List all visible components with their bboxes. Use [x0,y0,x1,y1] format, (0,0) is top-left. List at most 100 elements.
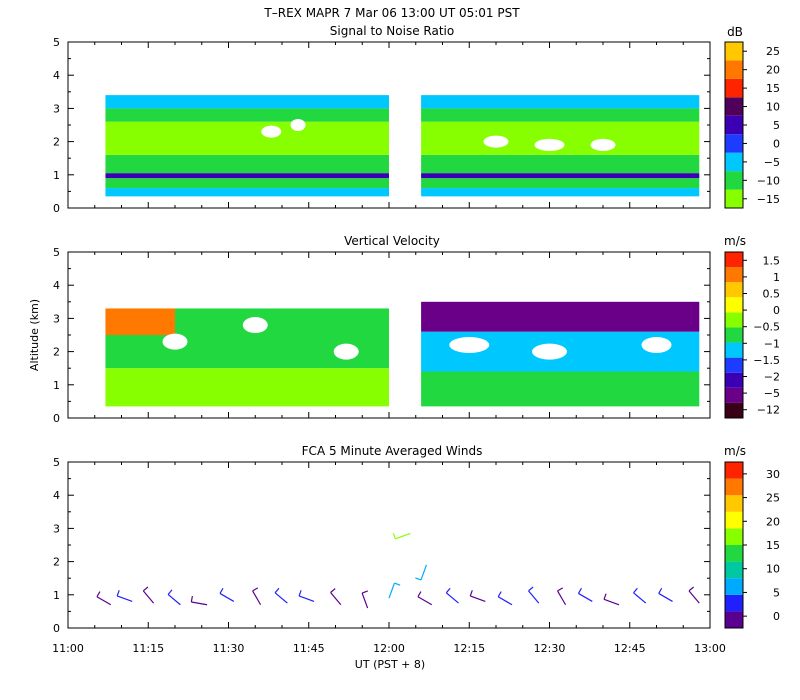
colorbar-swatch [725,342,743,358]
snr-void [534,138,565,151]
wind-barb-staff [116,595,133,603]
colorbar-swatch [725,152,743,172]
wind-barb-flag [445,587,451,594]
wind-barb-flag [415,577,422,581]
vv-x-axis [67,252,711,418]
wind-barb [330,588,342,606]
colorbar-label: 25 [766,492,780,505]
snr-layer [105,178,389,189]
y-tick-label: 3 [53,312,60,325]
y-tick-label: 5 [53,36,60,49]
wind-barb [190,595,208,606]
colorbar-label: −0.5 [753,321,780,334]
vertical-velocity-panel: Vertical Velocity 0 1 2 3 4 5 1.5 1 0.5 0 −0.5 −1 −… [28,234,780,425]
x-tick-label: 11:45 [293,642,325,655]
vv-colorbar-unit: m/s [724,234,746,248]
x-tick-label: 13:00 [694,642,726,655]
x-tick-label: 12:15 [453,642,485,655]
wind-barb-staff [395,532,411,540]
winds-x-axis: 11:00 11:15 11:30 11:45 12:00 12:15 12:30 12:45… [52,462,726,655]
wind-barb [557,587,567,606]
wind-barb [252,587,262,606]
colorbar-label: 5 [773,586,780,599]
colorbar-swatch [725,402,743,418]
y-tick-label: 3 [53,102,60,115]
colorbar-swatch [725,478,743,496]
wind-barb-flag [330,588,336,593]
x-tick-label: 11:30 [213,642,245,655]
wind-barb [688,586,700,604]
snr-layer [105,188,389,197]
colorbar-swatch [725,357,743,373]
vv-region [105,308,175,335]
colorbar-swatch [725,611,743,628]
wind-barb [142,586,155,604]
wind-barb-staff [420,564,428,581]
colorbar-swatch [725,312,743,328]
vv-colorbar: 1.5 1 0.5 0 −0.5 −1 −1.5 −2 −5 −12 [724,251,781,419]
snr-layer [421,95,700,109]
wind-barb-flag [417,591,422,598]
colorbar-label: −12 [757,404,780,417]
colorbar-swatch [725,545,743,562]
colorbar-swatch [725,511,743,529]
x-tick-label: 12:00 [373,642,405,655]
wind-barb [497,591,513,606]
wind-barb [274,587,288,604]
snr-layer [421,188,700,197]
snr-void [290,119,306,131]
wind-barb-staff [361,592,369,609]
wind-barb [298,590,315,603]
wind-barb-staff [191,601,208,606]
y-tick-label: 5 [53,246,60,259]
wind-barb-staff [557,590,567,606]
wind-barb-flag [167,589,173,595]
wind-barb [361,590,369,609]
wind-barb [603,593,620,606]
vv-void [641,336,672,353]
wind-barb-flag [394,582,401,586]
snr-layer [421,154,700,174]
wind-barb-flag [557,587,564,592]
colorbar-swatch [725,282,743,298]
colorbar-label: 25 [766,45,780,58]
snr-layer [421,108,700,122]
winds-colorbar-unit: m/s [724,444,746,458]
wind-barb [445,587,459,604]
snr-title: Signal to Noise Ratio [330,24,454,38]
colorbar-swatch [725,561,743,579]
wind-barb-staff [96,596,112,606]
wind-barb-staff [470,595,486,603]
snr-x-axis [67,42,711,208]
wind-barb-flag [116,590,120,597]
colorbar-label: 10 [766,101,780,114]
wind-barb-flag [469,590,473,597]
wind-barb [658,587,673,602]
wind-barb-staff [445,592,459,604]
wind-barb-flag [219,587,224,594]
wind-barb [469,590,486,603]
wind-barb-staff [603,598,620,606]
wind-barb [167,589,181,606]
x-tick-label: 11:15 [132,642,164,655]
wind-barb-flag [603,593,607,600]
colorbar-label: 1 [773,271,780,284]
colorbar-label: 30 [766,468,780,481]
snr-layer [421,121,700,155]
colorbar-swatch [725,594,743,612]
wind-barb-staff [167,594,181,606]
wind-barb [116,590,133,603]
wind-barb-flag [688,586,694,592]
x-tick-label: 11:00 [52,642,84,655]
snr-void [483,135,509,148]
wind-barb [219,587,235,602]
colorbar-swatch [725,115,743,135]
colorbar-swatch [725,578,743,595]
colorbar-label: −1 [764,337,780,350]
wind-barb-flag [658,587,663,594]
colorbar-label: 0.5 [763,288,781,301]
colorbar-label: −5 [764,387,780,400]
snr-layer [421,178,700,189]
colorbar-label: 1.5 [763,254,781,267]
